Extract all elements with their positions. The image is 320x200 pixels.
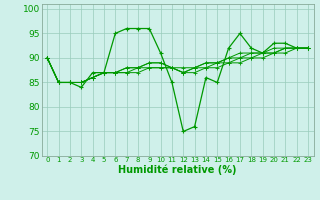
X-axis label: Humidité relative (%): Humidité relative (%) xyxy=(118,165,237,175)
